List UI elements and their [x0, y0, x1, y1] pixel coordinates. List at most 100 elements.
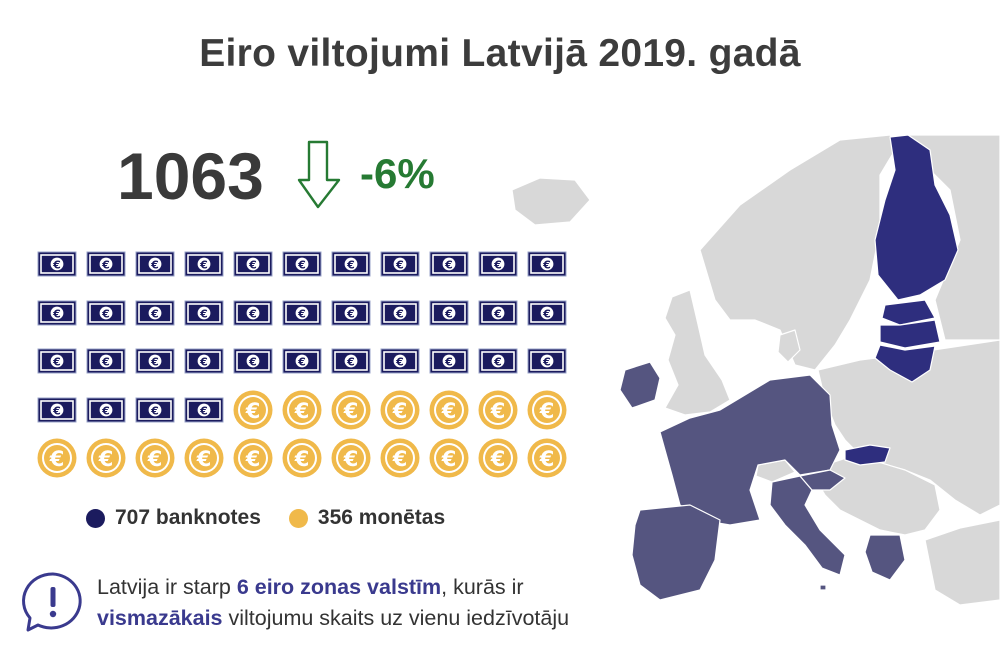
euro-banknote-icon: €	[81, 337, 130, 386]
legend-banknotes-label: 707 banknotes	[115, 506, 261, 529]
euro-coin-icon: €	[473, 386, 522, 435]
euro-banknote-icon: €	[375, 289, 424, 338]
note-part5: viltojumu skaits uz vienu iedzīvotāju	[222, 606, 570, 630]
svg-text:€: €	[391, 399, 407, 423]
svg-text:€: €	[101, 307, 110, 320]
euro-banknote-icon: €	[473, 240, 522, 289]
svg-text:€: €	[346, 307, 355, 320]
map-iceland	[511, 177, 591, 226]
map-turkey	[924, 519, 1000, 606]
legend: 707 banknotes 356 monētas	[86, 506, 473, 530]
svg-text:€: €	[395, 259, 404, 272]
coins-dot	[288, 508, 308, 528]
svg-text:€: €	[297, 356, 306, 369]
euro-coin-icon: €	[179, 434, 228, 483]
svg-text:€: €	[101, 356, 110, 369]
svg-text:€: €	[297, 259, 306, 272]
euro-coin-icon: €	[228, 386, 277, 435]
info-speech-bubble-icon	[22, 572, 82, 632]
euro-coin-icon: €	[326, 434, 375, 483]
banknotes-dot	[86, 508, 105, 528]
euro-banknote-icon: €	[473, 337, 522, 386]
note-text: Latvija ir starp 6 eiro zonas valstīm, k…	[97, 572, 657, 634]
map-lithuania	[874, 344, 936, 383]
svg-text:€: €	[542, 259, 551, 272]
map-slovenia-croatia	[799, 469, 846, 491]
svg-text:€: €	[293, 447, 309, 471]
svg-text:€: €	[293, 399, 309, 423]
euro-coin-icon: €	[424, 386, 473, 435]
svg-text:€: €	[342, 399, 358, 423]
svg-text:€: €	[248, 259, 257, 272]
page-title: Eiro viltojumi Latvijā 2019. gadā	[199, 32, 801, 75]
euro-coin-icon: €	[522, 434, 571, 483]
euro-coin-icon: €	[130, 434, 179, 483]
legend-coins: 356 monētas	[288, 506, 446, 530]
euro-coin-icon: €	[424, 434, 473, 483]
euro-banknote-icon: €	[522, 240, 571, 289]
svg-text:€: €	[146, 447, 162, 471]
euro-banknote-icon: €	[32, 289, 81, 338]
svg-text:€: €	[538, 447, 554, 471]
euro-banknote-icon: €	[130, 240, 179, 289]
down-arrow-icon	[297, 140, 341, 209]
euro-banknote-icon: €	[81, 289, 130, 338]
map-france-benelux-germany-austria	[659, 374, 841, 526]
euro-banknote-icon: €	[326, 240, 375, 289]
svg-text:€: €	[444, 259, 453, 272]
svg-text:€: €	[489, 399, 505, 423]
svg-text:€: €	[395, 356, 404, 369]
euro-banknote-icon: €	[424, 289, 473, 338]
europe-map	[511, 135, 1000, 606]
euro-coin-icon: €	[326, 386, 375, 435]
svg-text:€: €	[199, 259, 208, 272]
svg-text:€: €	[97, 447, 113, 471]
svg-text:€: €	[493, 356, 502, 369]
svg-text:€: €	[297, 307, 306, 320]
euro-banknote-icon: €	[522, 289, 571, 338]
svg-text:€: €	[489, 447, 505, 471]
euro-banknote-icon: €	[81, 386, 130, 435]
svg-text:€: €	[542, 307, 551, 320]
euro-coin-icon: €	[277, 434, 326, 483]
svg-text:€: €	[52, 404, 61, 417]
euro-banknote-icon: €	[228, 289, 277, 338]
euro-banknote-icon: €	[326, 337, 375, 386]
euro-banknote-icon: €	[277, 240, 326, 289]
svg-text:€: €	[346, 356, 355, 369]
map-norway-sweden	[699, 135, 899, 371]
euro-banknote-icon: €	[228, 337, 277, 386]
euro-banknote-icon: €	[179, 240, 228, 289]
svg-text:€: €	[244, 447, 260, 471]
map-denmark	[777, 329, 801, 363]
map-finland	[874, 135, 959, 301]
note-emphasis-least: vismazākais	[97, 606, 223, 630]
svg-text:€: €	[248, 356, 257, 369]
svg-text:€: €	[48, 447, 64, 471]
euro-banknote-icon: €	[424, 337, 473, 386]
svg-text:€: €	[199, 356, 208, 369]
map-estonia	[881, 299, 936, 326]
euro-banknote-icon: €	[473, 289, 522, 338]
legend-coins-label: 356 monētas	[317, 506, 446, 529]
euro-banknote-icon: €	[130, 289, 179, 338]
note-emphasis-countries: 6 eiro zonas valstīm	[236, 575, 442, 599]
euro-banknote-icon: €	[424, 240, 473, 289]
euro-banknote-icon: €	[32, 386, 81, 435]
svg-text:€: €	[101, 404, 110, 417]
euro-banknote-icon: €	[179, 386, 228, 435]
svg-text:€: €	[395, 307, 404, 320]
svg-text:€: €	[440, 447, 456, 471]
svg-text:€: €	[52, 356, 61, 369]
euro-coin-icon: €	[473, 434, 522, 483]
euro-coin-icon: €	[375, 434, 424, 483]
svg-text:€: €	[493, 259, 502, 272]
euro-banknote-icon: €	[326, 289, 375, 338]
map-slovakia	[844, 444, 891, 466]
map-spain-portugal	[631, 504, 721, 601]
euro-coin-icon: €	[32, 434, 81, 483]
euro-banknote-icon: €	[130, 386, 179, 435]
euro-banknote-icon: €	[277, 337, 326, 386]
svg-text:€: €	[150, 307, 159, 320]
svg-text:€: €	[346, 259, 355, 272]
